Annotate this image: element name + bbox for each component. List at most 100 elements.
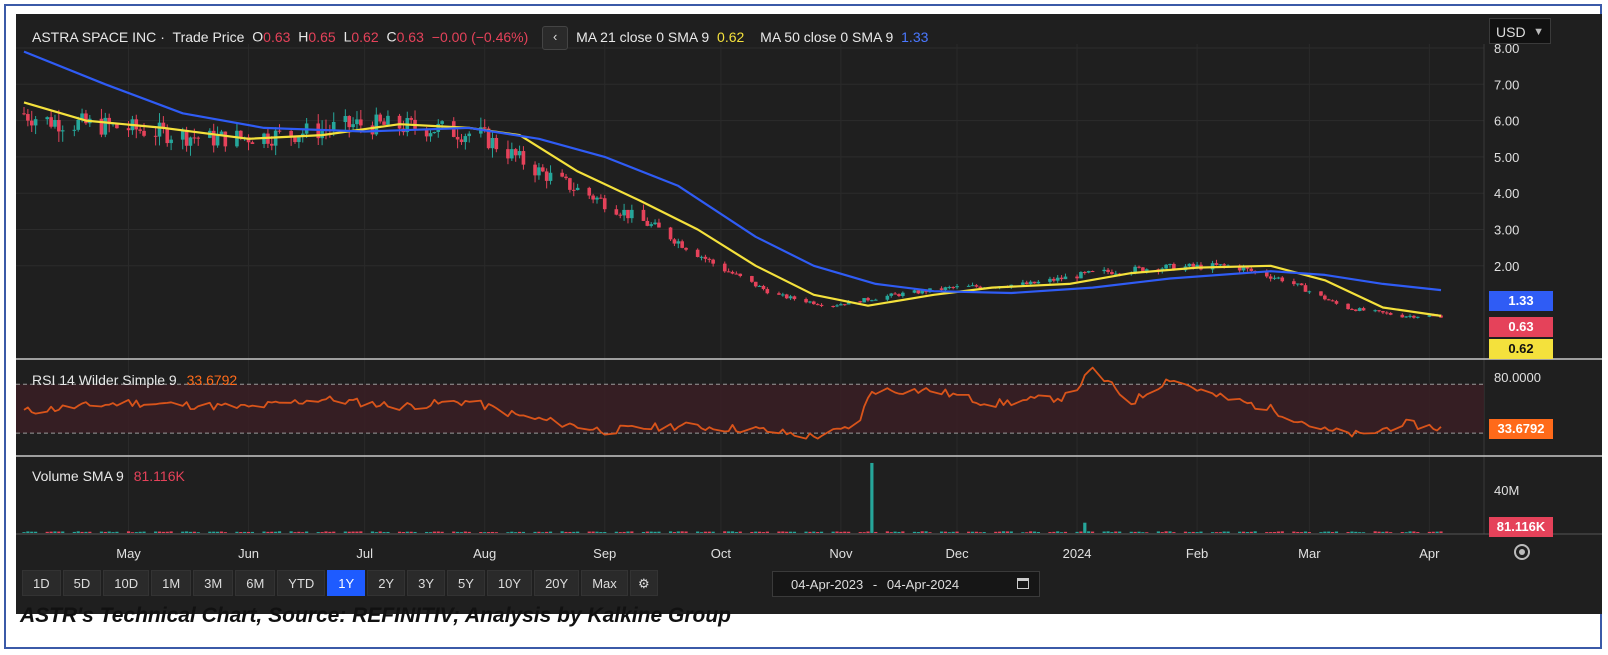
volume-bar	[161, 531, 165, 533]
volume-bar	[955, 531, 959, 533]
volume-bar	[1245, 531, 1250, 533]
volume-bar	[1059, 532, 1064, 533]
chart-canvas[interactable]: 8.00 7.00 6.00 5.00 4.00 3.00 2.00 May Jun Jul Aug…	[16, 14, 1602, 614]
gear-icon[interactable]: ⚙	[629, 570, 658, 596]
candle-body	[289, 130, 293, 137]
rsi-legend: RSI 14 Wilder Simple 9 33.6792	[32, 372, 237, 388]
volume-bar	[521, 531, 526, 533]
volume-bar	[351, 531, 355, 533]
range-button-5y[interactable]: 5Y	[447, 570, 485, 596]
candle-body	[626, 209, 630, 219]
candle-body	[753, 281, 758, 287]
candle-body	[885, 295, 890, 300]
volume-bar	[1412, 531, 1416, 533]
axis-settings-icon[interactable]	[1514, 544, 1530, 560]
candle-body	[343, 116, 348, 122]
volume-bar	[370, 531, 375, 533]
volume-bar	[1195, 532, 1199, 533]
volume-bar	[107, 531, 111, 533]
volume-bar	[1102, 531, 1106, 533]
ma50-line	[23, 50, 1442, 295]
x-tick-label: Jun	[238, 546, 259, 561]
volume-bar	[541, 532, 545, 533]
candle-body	[1214, 263, 1219, 265]
candle-body	[1357, 308, 1362, 311]
volume-bar	[510, 531, 514, 533]
ma50-label: MA 50 close 0 SMA 9	[760, 28, 894, 45]
range-button-5d[interactable]: 5D	[62, 570, 102, 596]
volume-bar	[831, 531, 835, 533]
candle-body	[575, 187, 580, 191]
volume-bar	[808, 531, 812, 533]
range-button-ytd[interactable]: YTD	[277, 570, 326, 596]
volume-bar	[614, 531, 618, 533]
candle-body	[293, 136, 297, 143]
volume-bar	[301, 532, 305, 533]
candle-body	[842, 304, 847, 306]
range-button-3m[interactable]: 3M	[193, 570, 234, 596]
volume-bar	[533, 531, 537, 533]
volume-bar	[781, 531, 785, 533]
candle-body	[215, 135, 220, 146]
candle-body	[602, 198, 607, 210]
candle-body	[196, 137, 201, 139]
candle-body	[1415, 316, 1420, 318]
candle-body	[440, 121, 444, 124]
volume-bar	[80, 531, 84, 533]
volume-bar	[1141, 532, 1145, 533]
range-button-max[interactable]: Max	[581, 570, 628, 596]
candle-body	[1102, 269, 1106, 272]
range-selector: 1D 5D 10D 1M 3M 6M YTD 1Y 2Y 3Y 5Y 10Y 20Y Max ⚙	[22, 570, 658, 598]
range-button-10y[interactable]: 10Y	[486, 570, 533, 596]
volume-bar	[843, 531, 847, 533]
range-button-6m[interactable]: 6M	[235, 570, 276, 596]
range-button-20y[interactable]: 20Y	[534, 570, 580, 596]
candle-body	[587, 187, 592, 196]
candle-body	[808, 301, 812, 303]
currency-select[interactable]: USD ▼	[1489, 18, 1551, 44]
rsi-band	[16, 384, 1484, 434]
candle-body	[142, 130, 146, 136]
candle-body	[873, 299, 878, 301]
volume-bar	[494, 532, 498, 533]
collapse-legend-button[interactable]: ‹	[542, 26, 569, 50]
candle-body	[382, 121, 386, 125]
candle-body	[1381, 311, 1385, 313]
range-button-1m[interactable]: 1M	[151, 570, 192, 596]
volume-bar	[870, 462, 874, 533]
candle-body	[169, 139, 173, 144]
volume-bar	[1129, 531, 1133, 533]
volume-tick-label: 40M	[1494, 483, 1519, 498]
volume-bar	[1241, 531, 1246, 533]
candle-body	[707, 258, 712, 260]
candle-body	[630, 209, 634, 219]
candle-body	[161, 122, 166, 128]
x-tick-label: Dec	[945, 546, 969, 561]
candle-body	[1168, 263, 1172, 265]
volume-bar	[30, 531, 34, 533]
volume-bar	[1056, 531, 1060, 533]
candle-body	[533, 164, 537, 176]
candle-body	[1377, 310, 1381, 312]
volume-bar	[1110, 532, 1114, 533]
ohlc-close: 0.63	[396, 28, 424, 45]
volume-bar	[982, 532, 986, 533]
candle-body	[297, 136, 301, 143]
candle-body	[1412, 315, 1416, 318]
candle-body	[978, 286, 983, 289]
volume-bar	[537, 531, 541, 533]
range-button-1y[interactable]: 1Y	[327, 570, 366, 596]
candle-body	[920, 290, 925, 294]
volume-bar	[1218, 532, 1222, 533]
candle-body	[939, 288, 944, 290]
volume-bar	[1172, 532, 1176, 533]
date-range-picker[interactable]: 04-Apr-2023 - 04-Apr-2024	[772, 571, 1040, 597]
range-button-3y[interactable]: 3Y	[407, 570, 446, 596]
volume-bar	[1187, 532, 1191, 533]
range-button-1d[interactable]: 1D	[22, 570, 61, 596]
candle-body	[722, 263, 727, 272]
volume-bar	[727, 531, 731, 533]
price-tick-label: 3.00	[1494, 223, 1519, 238]
range-button-10d[interactable]: 10D	[103, 570, 150, 596]
range-button-2y[interactable]: 2Y	[367, 570, 406, 596]
